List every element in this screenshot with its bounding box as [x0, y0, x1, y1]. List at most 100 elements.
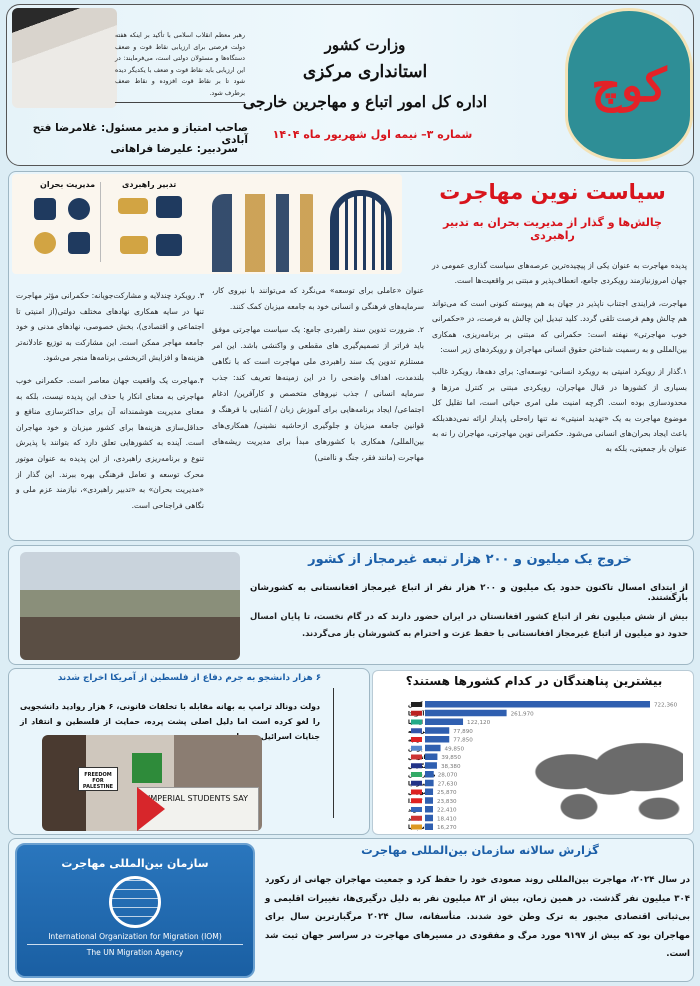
divider [100, 182, 101, 262]
bar [425, 753, 438, 760]
bar [425, 744, 441, 752]
publisher: صاحب امتیاز و مدیر مسئول: غلامرضا فتح آب… [32, 122, 248, 146]
article-column-left: ۳. رویکرد چندلایه و مشارکت‌جویانه: حکمرا… [16, 288, 204, 520]
migrants-illustration [212, 194, 322, 272]
palestine-flag [132, 753, 162, 783]
iom-name-fa: سازمان بین‌المللی مهاجرت [61, 857, 209, 870]
report-title: گزارش سالانه سازمان بین‌المللی مهاجرت [361, 843, 599, 857]
ministry-name: وزارت کشور [324, 36, 406, 54]
bar [425, 771, 434, 778]
value-label: 261,970 [511, 711, 535, 717]
bar-chart: آلمان722,360آمریکا261,970ایتالیا122,120ف… [408, 701, 678, 832]
bar [425, 709, 507, 717]
paragraph: عنوان «عاملی برای توسعه» می‌نگرد که می‌ت… [212, 286, 424, 311]
checklist-icon [68, 232, 90, 254]
article-column-middle: عنوان «عاملی برای توسعه» می‌نگرد که می‌ت… [212, 283, 424, 473]
country-flag-icon [411, 772, 422, 777]
article-column-right: پدیده مهاجرت به عنوان یکی از پیچیده‌ترین… [432, 258, 687, 464]
world-map [523, 735, 683, 827]
bar [425, 762, 437, 769]
bar [425, 736, 450, 743]
gate-illustration [330, 190, 392, 270]
value-label: 23,830 [437, 799, 457, 805]
country-flag-icon [411, 815, 422, 821]
bar [425, 806, 433, 813]
country-flag-icon [411, 702, 422, 707]
issue-info: شماره ۳– نیمه اول شهریور ماه ۱۴۰۴ [272, 128, 473, 141]
value-label: 77,850 [453, 738, 473, 744]
governorate-name: استانداری مرکزی [302, 62, 428, 82]
value-label: 28,070 [438, 773, 458, 779]
students-body: دولت دونالد ترامپ به بهانه مقابله با تخل… [20, 702, 320, 741]
protest-photo: FREEDOM FOR PALESTINE IMPERIAL STUDENTS … [42, 735, 262, 831]
chart-title: بیشترین پناهندگان در کدام کشورها هستند؟ [405, 674, 663, 688]
editor: سردبیر: علیرضا فراهانی [110, 143, 238, 155]
divider [333, 688, 334, 818]
value-label: 722,360 [654, 703, 678, 709]
value-label: 49,850 [445, 746, 465, 752]
value-label: 38,380 [441, 764, 461, 770]
value-label: 77,890 [453, 729, 473, 735]
exodus-lead: از ابتدای امسال تاکنون حدود یک میلیون و … [250, 583, 688, 603]
leader-quote: رهبر معظم انقلاب اسلامی با تأکید بر اینک… [115, 30, 245, 103]
infographic: مدیریت بحران تدبیر راهبردی [12, 174, 402, 274]
head-gear-icon [68, 198, 90, 220]
warning-document-icon [34, 198, 56, 220]
iom-name-en: International Organization for Migration… [27, 932, 243, 945]
leaders-portrait [12, 8, 117, 108]
country-flag-icon [411, 789, 422, 795]
team-gear-icon [156, 196, 182, 218]
department-name: اداره کل امور اتباع و مهاجرین خارجی [242, 92, 488, 111]
paragraph: پدیده مهاجرت به عنوان یکی از پیچیده‌ترین… [432, 261, 687, 286]
iom-globe-icon [109, 876, 161, 928]
country-flag-icon [411, 737, 422, 742]
country-flag-icon [411, 728, 422, 734]
country-flag-icon [411, 763, 422, 769]
strategic-planning-label: تدبیر راهبردی [122, 180, 177, 189]
country-flag-icon [411, 754, 422, 760]
handshake-icon [118, 198, 148, 214]
paragraph: ۲. ضرورت تدوین سند راهبردی جامع: یک سیاس… [212, 325, 424, 462]
value-label: 18,410 [437, 816, 457, 822]
bar [425, 718, 464, 725]
crisis-management-label: مدیریت بحران [40, 180, 96, 189]
bar [425, 701, 650, 708]
article-title: سیاست نوین مهاجرت [439, 180, 666, 204]
bar [425, 779, 434, 787]
bar [425, 727, 450, 734]
students-title: ۶ هزار دانشجو به جرم دفاع از فلسطین از آ… [57, 673, 322, 683]
paragraph: ۴.مهاجرت یک واقعیت جهان معاصر است. حکمرا… [16, 375, 204, 510]
value-label: 39,850 [441, 755, 461, 761]
protest-sign: FREEDOM FOR PALESTINE [78, 767, 118, 791]
logo-text: کوچ [591, 58, 667, 112]
value-label: 27,630 [438, 781, 458, 787]
bar [425, 797, 433, 804]
head-icon [34, 232, 56, 254]
country-flag-icon [411, 807, 422, 812]
bar-chart-icon [156, 234, 182, 256]
value-label: 16,270 [437, 825, 457, 831]
flag-triangle [137, 787, 165, 831]
refugee-chart: بیشترین پناهندگان در کدام کشورها هستند؟ … [372, 670, 694, 835]
paragraph: ۱.گذار از رویکرد امنیتی به رویکرد انسانی… [432, 367, 687, 454]
country-flag-icon [411, 824, 422, 830]
bar [425, 814, 433, 822]
country-flag-icon [411, 710, 422, 716]
value-label: 22,410 [437, 808, 457, 814]
exodus-body: بیش از شش میلیون نفر از اتباع کشور افغان… [250, 611, 688, 638]
bar [425, 823, 433, 830]
returnees-photo [20, 552, 240, 660]
koch-logo: کوچ [565, 8, 693, 162]
value-label: 25,870 [437, 790, 457, 796]
country-flag-icon [411, 745, 422, 751]
bar [425, 788, 434, 795]
value-label: 122,120 [467, 720, 491, 726]
iom-tagline: The UN Migration Agency [86, 948, 184, 957]
article-subtitle: چالش‌ها و گذار از مدیریت بحران به تدبیر … [443, 216, 662, 242]
country-flag-icon [411, 780, 422, 786]
report-body: در سال ۲۰۲۴، مهاجرت بین‌المللی روند صعود… [265, 875, 690, 959]
country-flag-icon [411, 798, 422, 804]
country-flag-icon [411, 719, 422, 725]
exodus-title: خروج یک میلیون و ۲۰۰ هزار تبعه غیرمجاز ا… [308, 552, 632, 567]
paragraph: ۳. رویکرد چندلایه و مشارکت‌جویانه: حکمرا… [16, 291, 204, 363]
